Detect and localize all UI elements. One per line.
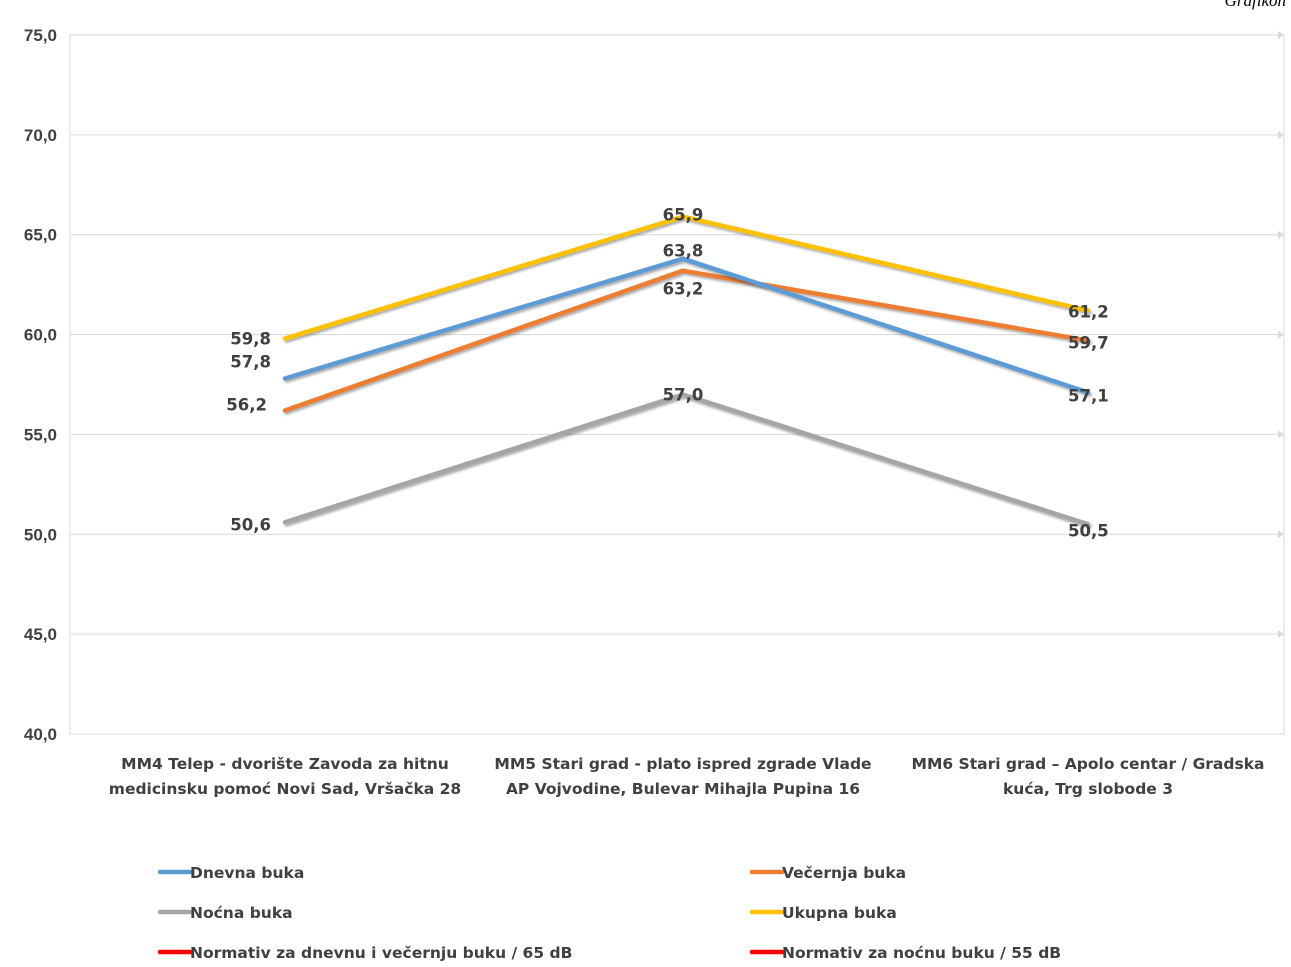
data-label-ukupna: 59,8 [230,330,271,349]
legend-label: Normativ za dnevnu i večernju buku / 65 … [190,944,572,962]
y-tick-label: 65,0 [24,226,57,245]
y-tick-label: 70,0 [24,126,57,145]
y-tick-label: 55,0 [24,425,57,444]
data-label-vecernja: 63,2 [663,280,704,299]
legend-label: Noćna buka [190,904,293,922]
data-label-ukupna: 65,9 [663,206,704,225]
data-labels: 57,8 63,8 57,1 56,2 63,2 59,7 50,6 57,0 50,5 59,8… [226,206,1108,541]
data-label-nocna: 50,6 [230,515,271,534]
x-category-label: kuća, Trg slobode 3 [1003,780,1173,798]
legend-item-ukupna: Ukupna buka [749,904,897,922]
plot-area [69,34,1285,735]
y-axis-ticks: 40,0 45,0 50,0 55,0 60,0 65,0 70,0 75,0 [24,26,57,744]
legend-label: Normativ za noćnu buku / 55 dB [782,944,1061,962]
data-label-dnevna: 57,1 [1068,386,1109,405]
series-line-vecernja [282,268,1091,413]
y-tick-label: 45,0 [24,625,57,644]
data-label-vecernja: 59,7 [1068,334,1109,353]
data-label-vecernja: 56,2 [226,395,267,414]
x-category-label: AP Vojvodine, Bulevar Mihajla Pupina 16 [506,780,860,798]
series-line-ukupna [282,214,1091,341]
y-tick-label: 60,0 [24,326,57,345]
series-line-dnevna [282,256,1091,395]
legend-item-vecernja: Večernja buka [749,864,906,882]
gridline-arrow-icon [1278,330,1284,339]
gridline-arrow-icon [1278,230,1284,239]
gridline-arrow-icon [1278,530,1284,539]
series-lines [282,214,1091,527]
chart-caption: Grafikon [1225,0,1286,10]
legend: Dnevna buka Večernja buka Noćna buka Ukupna… [157,864,1061,962]
gridline-arrow-icon [1278,130,1284,139]
legend-label: Dnevna buka [190,864,304,882]
x-category-label: MM6 Stari grad – Apolo centar / Gradska [912,755,1265,773]
y-tick-label: 75,0 [24,26,57,45]
x-axis-categories: MM4 Telep - dvorište Zavoda za hitnu medi… [109,755,1265,798]
legend-item-dnevna: Dnevna buka [157,864,304,882]
y-tick-label: 50,0 [24,525,57,544]
data-label-dnevna: 57,8 [230,353,271,372]
gridline-arrow-icon [1278,31,1284,39]
gridline-arrow-icon [1278,430,1284,439]
legend-label: Ukupna buka [782,904,897,922]
x-category-label: medicinsku pomoć Novi Sad, Vršačka 28 [109,780,461,798]
legend-item-nocna: Noćna buka [157,904,293,922]
data-label-ukupna: 61,2 [1068,303,1109,322]
legend-item-norm65: Normativ za dnevnu i večernju buku / 65 … [157,944,572,962]
legend-item-norm55: Normativ za noćnu buku / 55 dB [749,944,1061,962]
data-label-nocna: 57,0 [663,385,704,404]
series-line-nocna [282,392,1091,527]
data-label-nocna: 50,5 [1068,521,1109,540]
gridline-arrow-icon [1278,630,1284,639]
x-category-label: MM4 Telep - dvorište Zavoda za hitnu [121,755,449,773]
y-tick-label: 40,0 [24,725,57,744]
legend-label: Večernja buka [782,864,906,882]
x-category-label: MM5 Stari grad - plato ispred zgrade Vla… [494,755,871,773]
data-label-dnevna: 63,8 [663,242,704,261]
